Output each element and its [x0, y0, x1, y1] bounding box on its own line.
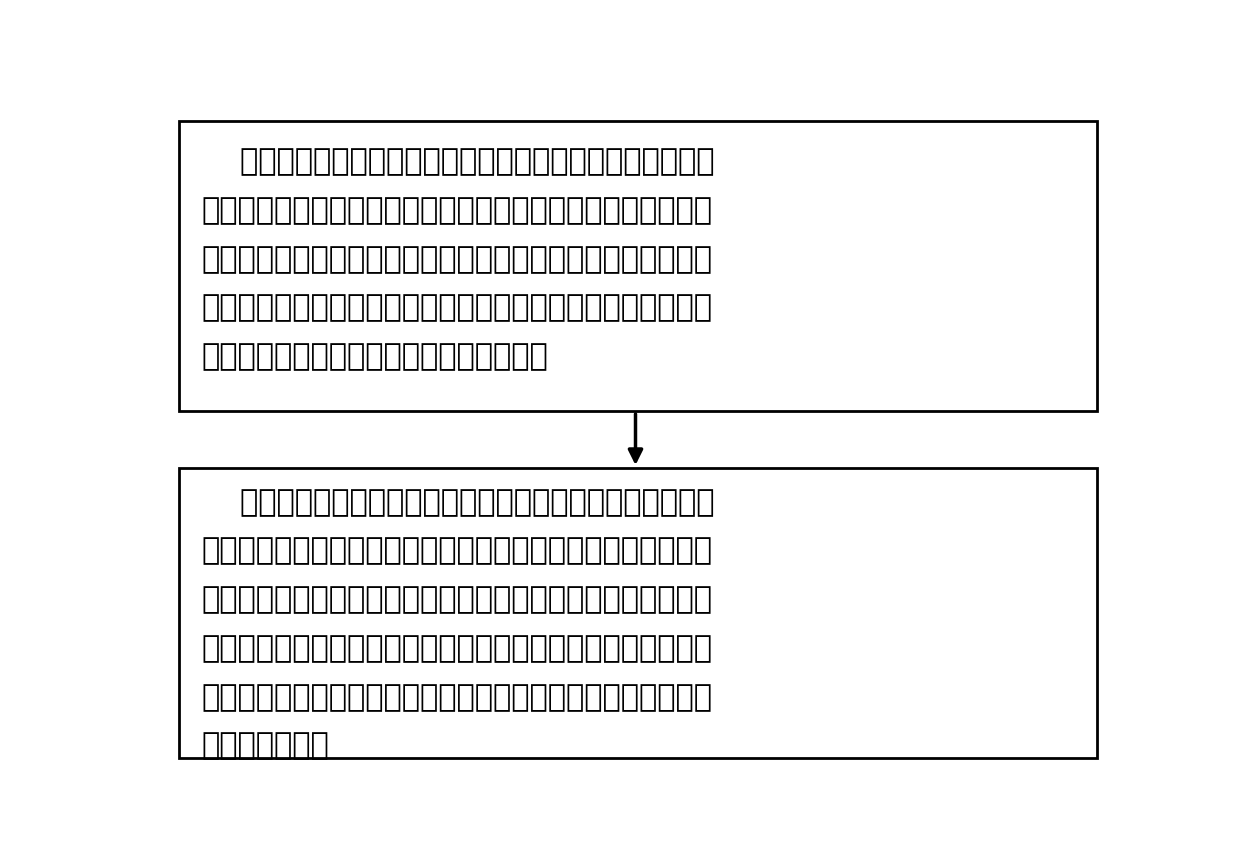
- Text: 力约束、拣货台的数量约束、货架的拣货时间约束、机器人的搬: 力约束、拣货台的数量约束、货架的拣货时间约束、机器人的搬: [201, 244, 712, 274]
- Text: 顺序规划方案。: 顺序规划方案。: [201, 732, 329, 760]
- Bar: [179, 121, 1096, 411]
- Text: 以所有订单的拣选完成时间最小化为目标，设定订单被拣选: 以所有订单的拣选完成时间最小化为目标，设定订单被拣选: [201, 147, 714, 176]
- Text: 运顺序约束、机器人的数量约束、以及决策变量范围约束，构建: 运顺序约束、机器人的数量约束、以及决策变量范围约束，构建: [201, 294, 712, 323]
- Text: 将所有顾客订单所关联的待拣选的货架信息、搬运机器人更: 将所有顾客订单所关联的待拣选的货架信息、搬运机器人更: [201, 488, 714, 517]
- Text: 换两个货架所需的时间信息、货架在拣货台进行人工拣货的时间: 换两个货架所需的时间信息、货架在拣货台进行人工拣货的时间: [201, 537, 712, 565]
- Text: 拣货任务分配和机器人搬运顺序规划模型。: 拣货任务分配和机器人搬运顺序规划模型。: [201, 342, 548, 371]
- Text: 的时间约束、搬运机器人挪动货架的时间约束、拣货台的拣选能: 的时间约束、搬运机器人挪动货架的时间约束、拣货台的拣选能: [201, 196, 712, 225]
- Text: 信息、确定的时间间隔、以及搬运机器人和拣货台数量等信息，: 信息、确定的时间间隔、以及搬运机器人和拣货台数量等信息，: [201, 585, 712, 615]
- Bar: [179, 468, 1096, 759]
- Text: 输入到拣货任务分配和机器人搬运顺序规划模型中，基于现有的: 输入到拣货任务分配和机器人搬运顺序规划模型中，基于现有的: [201, 634, 712, 663]
- Text: 整数规划模型求解软件，得到搬运机器人的拣货任务分配和搬运: 整数规划模型求解软件，得到搬运机器人的拣货任务分配和搬运: [201, 683, 712, 712]
